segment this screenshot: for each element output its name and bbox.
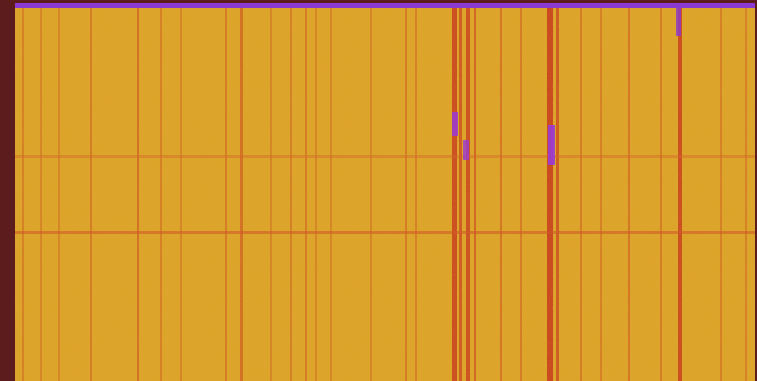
waterfall-view — [0, 0, 757, 381]
noise — [15, 4, 755, 381]
horizontal-band — [15, 155, 755, 158]
purple-spot — [548, 125, 555, 165]
horizontal-band — [15, 231, 755, 234]
top-strip — [15, 3, 755, 8]
purple-spot — [676, 6, 681, 36]
purple-spot — [463, 140, 469, 160]
purple-spot — [452, 112, 458, 136]
page: (() => { JSON.parse(document.getElementB… — [0, 0, 757, 381]
